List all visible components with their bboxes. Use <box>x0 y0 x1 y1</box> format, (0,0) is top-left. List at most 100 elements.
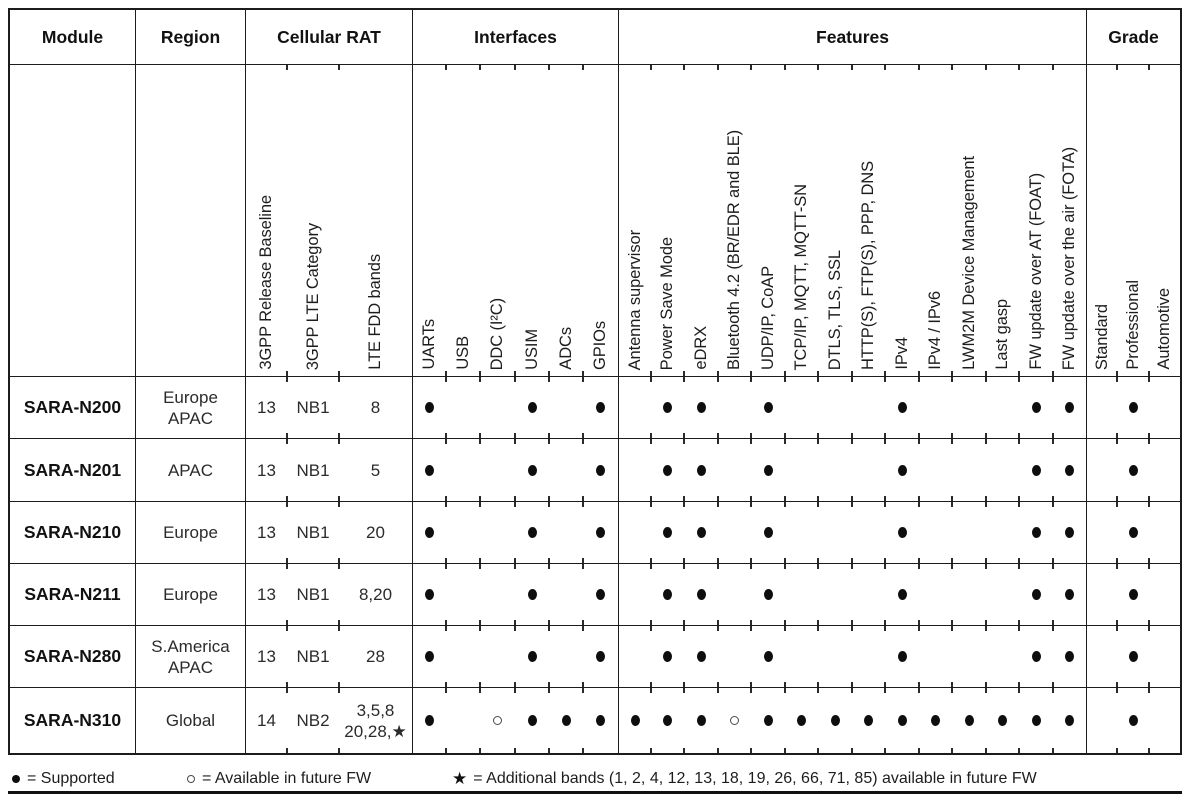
features-mark-cell <box>717 502 751 563</box>
features-mark-cell <box>817 688 852 753</box>
header-region: Region <box>135 10 245 64</box>
subheader-features-12: FW update over AT (FOAT) <box>1018 65 1053 376</box>
supported-dot-icon <box>1128 589 1138 600</box>
supported-dot-icon <box>763 651 773 662</box>
interfaces-mark-cell <box>479 502 515 563</box>
interfaces-mark-cell <box>479 564 515 625</box>
column-label: IPv4 <box>892 337 911 370</box>
supported-dot-icon <box>763 527 773 538</box>
subheader-cellular_rat-2: LTE FDD bands <box>338 65 412 376</box>
features-mark-cell <box>750 439 785 501</box>
column-label: UARTs <box>420 319 438 370</box>
features-mark-cell <box>985 688 1019 753</box>
features-mark-cell <box>918 626 952 687</box>
column-label: DTLS, TLS, SSL <box>825 249 844 370</box>
subheader-grade-0: Standard <box>1086 65 1117 376</box>
interfaces-mark-cell <box>582 502 618 563</box>
future-fw-dot-icon <box>730 716 739 725</box>
grade-mark-cell <box>1086 688 1117 753</box>
features-mark-cell <box>683 502 718 563</box>
subheader-interfaces-2: DDC (I²C) <box>479 65 515 376</box>
subheader-features-9: IPv4 / IPv6 <box>918 65 952 376</box>
features-mark-cell <box>750 626 785 687</box>
features-mark-cell <box>1018 439 1053 501</box>
supported-dot-icon <box>1065 715 1074 726</box>
features-mark-cell <box>817 626 852 687</box>
column-label: Bluetooth 4.2 (BR/EDR and BLE) <box>725 129 743 370</box>
module-name: SARA-N280 <box>23 646 122 666</box>
table-header-row: Module Region Cellular RAT Interfaces Fe… <box>10 10 1180 64</box>
features-mark-cell <box>951 439 986 501</box>
features-mark-cell <box>650 502 684 563</box>
supported-dot-icon <box>425 589 434 600</box>
legend-future-text: = Available in future FW <box>202 770 372 787</box>
table-row: SARA-N210 Europe 13 NB1 20 <box>10 501 1180 563</box>
table-row: SARA-N201 APAC 13 NB1 5 <box>10 438 1180 501</box>
column-label: Standard <box>1092 303 1111 370</box>
header-module: Module <box>41 26 104 47</box>
interfaces-mark-cell <box>412 626 446 687</box>
features-mark-cell <box>683 439 718 501</box>
supported-dot-icon <box>763 715 773 726</box>
supported-dot-icon <box>425 651 434 662</box>
rat-category-value: NB1 <box>286 502 339 563</box>
supported-dot-icon <box>596 527 605 538</box>
subheader-features-2: eDRX <box>683 65 718 376</box>
features-mark-cell <box>1052 439 1086 501</box>
features-mark-cell <box>884 439 919 501</box>
supported-dot-icon <box>1065 402 1074 413</box>
grade-mark-cell <box>1148 564 1180 625</box>
supported-dot-icon <box>1031 715 1041 726</box>
column-label: LWM2M Device Management <box>959 156 978 370</box>
features-mark-cell <box>918 377 952 438</box>
module-name: SARA-N310 <box>23 710 122 730</box>
features-mark-cell <box>750 564 785 625</box>
supported-dot-icon <box>663 527 672 538</box>
region-value: S.America APAC <box>135 626 245 687</box>
rat-bands-value: 28 <box>338 626 412 687</box>
subheader-interfaces-1: USB <box>445 65 480 376</box>
supported-dot-icon <box>1031 527 1041 538</box>
features-mark-cell <box>918 502 952 563</box>
legend: = Supported = Available in future FW ★ =… <box>10 770 1184 792</box>
column-label: DDC (I²C) <box>488 297 506 370</box>
supported-dot-icon <box>663 589 672 600</box>
supported-dot-icon <box>897 589 907 600</box>
interfaces-mark-cell <box>479 688 515 753</box>
features-mark-cell <box>683 626 718 687</box>
features-mark-cell <box>1052 688 1086 753</box>
supported-dot-icon <box>696 527 706 538</box>
supported-dot-icon <box>527 464 537 476</box>
supported-dot-icon <box>596 589 605 600</box>
column-label: Automotive <box>1155 288 1173 370</box>
column-label: eDRX <box>691 326 710 370</box>
supported-dot-icon <box>527 402 537 413</box>
grade-mark-cell <box>1116 688 1149 753</box>
column-label: IPv4 / IPv6 <box>926 291 944 370</box>
subheader-module-spacer <box>10 65 135 376</box>
rat-category-value: NB1 <box>286 564 339 625</box>
supported-dot-icon <box>663 715 672 726</box>
table-row: SARA-N211 Europe 13 NB1 8,20 <box>10 563 1180 625</box>
supported-dot-icon <box>1128 527 1138 538</box>
grade-mark-cell <box>1148 502 1180 563</box>
module-name: SARA-N211 <box>24 584 121 604</box>
features-mark-cell <box>1018 502 1053 563</box>
interfaces-mark-cell <box>479 439 515 501</box>
features-mark-cell <box>717 564 751 625</box>
supported-dot-icon <box>696 464 706 476</box>
subheader-interfaces-0: UARTs <box>412 65 446 376</box>
star-icon: ★ <box>452 769 468 788</box>
features-mark-cell <box>918 688 952 753</box>
supported-dot-icon <box>425 402 434 413</box>
supported-dot-icon <box>663 651 672 662</box>
module-comparison-table: Module Region Cellular RAT Interfaces Fe… <box>8 8 1182 755</box>
features-mark-cell <box>884 688 919 753</box>
features-mark-cell <box>884 626 919 687</box>
supported-dot-icon <box>797 715 806 726</box>
supported-dot-icon <box>596 402 605 413</box>
module-name: SARA-N200 <box>23 397 122 417</box>
supported-dot-icon <box>964 715 974 726</box>
legend-future-fw: = Available in future FW <box>187 770 371 788</box>
